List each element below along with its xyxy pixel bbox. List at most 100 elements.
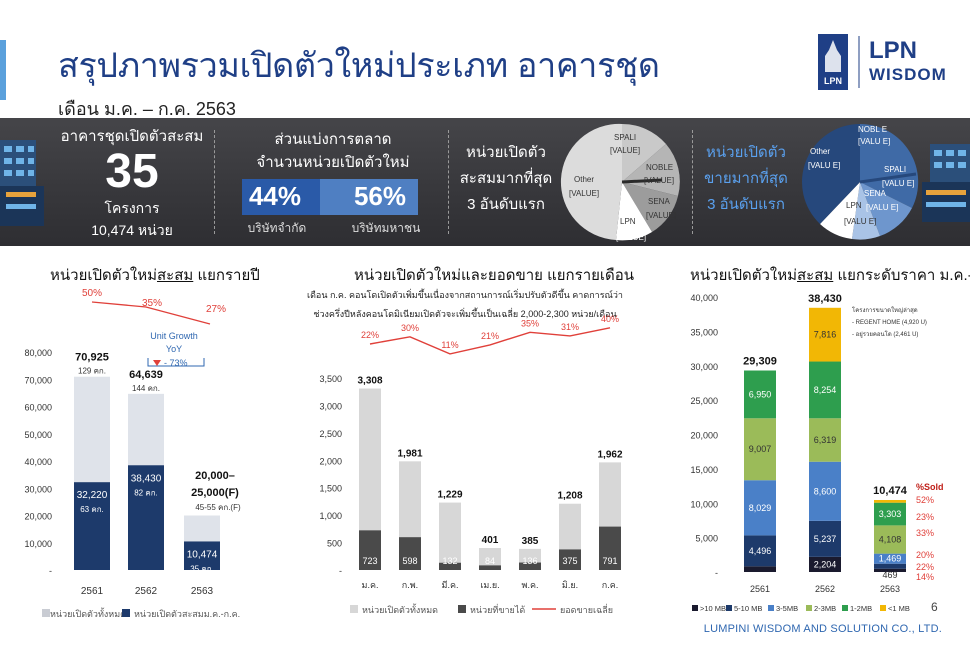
legend-swatch [726,605,732,611]
growth-label: 50% [82,288,102,299]
bar-total [439,502,461,570]
pie-label-name: SPALI [884,165,906,174]
page-title: สรุปภาพรวมเปิดตัวใหม่ประเภท อาคารชุด [58,47,660,85]
x-tick-label: 2563 [880,584,900,594]
data-sublabel: 144 คก. [132,384,160,393]
company-logo: LPN LPN WISDOM [815,32,955,94]
y-tick-label: 30,000 [24,484,52,494]
pie-label-value: [VALU E] [844,217,876,226]
segment-label: 8,254 [814,385,837,395]
bar-segment [874,499,906,503]
pie-slice-lpn [820,182,860,239]
share-title-line1: ส่วนแบ่งการตลาด [274,131,392,148]
chart1-title-underlined: สะสม [157,267,194,284]
chart-yearly-cumulative: - 10,000 20,000 30,000 40,000 50,000 60,000 70,… [24,288,241,619]
data-sublabel: 45-55 คก.(F) [195,503,241,512]
sold-title: %Sold [916,482,944,492]
legend-swatch [880,605,886,611]
pie-label-value: [VALU E] [858,137,890,146]
x-tick-label: ก.ค. [602,580,618,590]
chart2-title: หน่วยเปิดตัวใหม่และยอดขาย แยกรายเดือน [354,267,635,284]
pie-label-value: [VALU E] [882,179,914,188]
pie-slice-sena [622,182,678,232]
legend-swatch [768,605,774,611]
pie-label-name: SENA [648,197,670,206]
y-tick-label: 3,500 [319,374,342,384]
y-tick-label: 40,000 [24,457,52,467]
band-divider [214,130,215,234]
x-tick-label: 2562 [815,584,835,594]
data-label: 1,962 [597,449,622,460]
bar-cumulative [128,465,164,570]
chart-note: โครงการขนาดใหญ่ล่าสุด [852,306,918,314]
data-sublabel: 63 คก. [80,505,104,514]
footer-company: LUMPINI WISDOM AND SOLUTION CO., LTD. [703,623,942,635]
segment-label: 4,496 [749,546,772,556]
y-tick-label: 500 [327,539,342,549]
data-label: 1,981 [397,448,422,459]
bar-segment [809,556,841,572]
bar-segment [809,361,841,419]
band-divider [448,130,449,234]
bar-total [479,548,501,570]
bar-segment [874,502,906,526]
pie-label-name: LPN [846,201,862,210]
data-sublabel: 129 คก. [78,367,106,376]
top-sales-line1: หน่วยเปิดตัว [706,144,786,161]
data-label: 64,639 [129,369,163,381]
legend-label: หน่วยเปิดตัวสะสมม.ค.-ก.ค. [134,609,240,619]
x-tick-label: เม.ย. [480,580,499,590]
chart1-title-prefix: หน่วยเปิดตัวใหม่ [50,267,158,284]
data-label: 598 [402,556,417,566]
y-tick-label: 1,000 [319,511,342,521]
bar-cumulative [184,541,220,570]
segment-label: 3,303 [879,509,902,519]
x-tick-label: 2562 [135,586,158,597]
data-label: 38,430 [131,473,162,484]
growth-line [91,301,211,325]
x-tick-label: 2561 [750,584,770,594]
bar-segment [809,418,841,462]
bar-sold [359,530,381,570]
y-tick-label: 5,000 [695,534,718,544]
data-label: 1,229 [437,490,462,501]
total-label: 10,474 [873,485,908,497]
sold-pct: 14% [916,572,934,582]
data-label: 32,220 [77,490,108,501]
sold-pct: 22% [916,562,934,572]
pct-label: 35% [521,318,539,328]
pie-slice-other [802,124,860,224]
bar-sold [599,526,621,570]
data-label: 132 [442,556,457,566]
segment-label: 8,029 [749,503,772,513]
pct-label: 11% [441,340,458,350]
chart-note: เดือน ก.ค. คอนโดเปิดตัวเพิ่มขึ้นเนื่องจา… [307,288,623,300]
pie-label-value: [VALU E] [866,203,898,212]
bar-sold [439,562,461,570]
y-tick-label: 25,000 [690,396,718,406]
pie-slice-spali [860,182,912,236]
legend-swatch [692,605,698,611]
pie-label-name: SPALI [614,133,636,142]
bar-total [359,388,381,570]
legend-label: หน่วยเปิดตัวทั้งหมด [50,607,126,619]
top-sales-line3: 3 อันดับแรก [707,196,785,213]
chart1-title: หน่วยเปิดตัวใหม่สะสม แยกรายปี [50,263,260,287]
y-tick-label: 20,000 [690,431,718,441]
y-tick-label: 20,000 [24,512,52,522]
building-illustration-left [0,140,44,226]
bar-sold [519,562,541,570]
cumulative-label: อาคารชุดเปิดตัวสะสม [60,128,204,145]
pie-label-value: [VALUE] [646,211,676,220]
legend-swatch [42,609,50,617]
growth-label: 35% [142,298,162,309]
chart3-title-prefix: หน่วยเปิดตัวใหม่ [690,267,798,284]
x-tick-label: 2563 [191,586,214,597]
legend-swatch [806,605,812,611]
data-label: 10,474 [187,549,218,560]
segment-label: 7,816 [814,330,837,340]
y-tick-label: 70,000 [24,375,52,385]
data-label: 70,925 [75,352,109,364]
pie-label-value: [VALUE] [569,189,599,198]
segment-label: 6,950 [749,389,772,399]
